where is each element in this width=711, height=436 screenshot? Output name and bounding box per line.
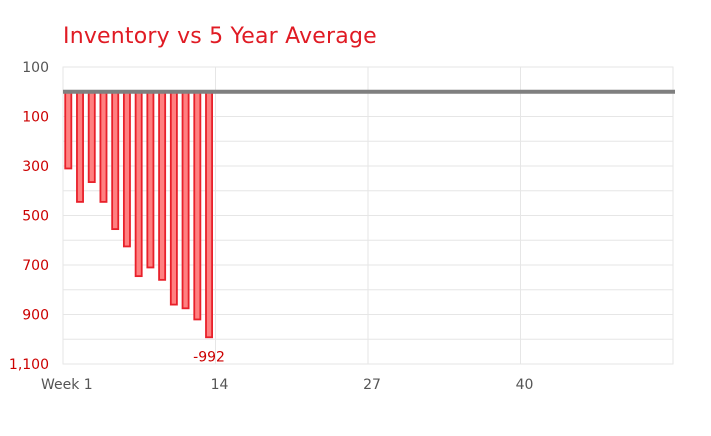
grid-lines <box>62 66 674 365</box>
chart-title: Inventory vs 5 Year Average <box>63 24 377 49</box>
bar <box>205 90 213 339</box>
y-tick-label: 1,100 <box>9 357 49 373</box>
y-tick-label: 100 <box>22 110 49 126</box>
bar <box>87 90 96 183</box>
bar <box>111 90 120 231</box>
y-tick-label: 500 <box>22 209 49 225</box>
y-tick-label: 700 <box>22 258 49 274</box>
bar-series <box>64 90 213 339</box>
bar <box>122 90 131 248</box>
x-tick-label: Week 1 <box>41 377 93 393</box>
y-tick-label: 900 <box>22 308 49 324</box>
y-tick-label: 100 <box>22 60 49 76</box>
data-label: -992 <box>193 349 225 365</box>
x-tick-label: 27 <box>363 377 381 393</box>
bar <box>158 90 167 281</box>
bar <box>64 90 73 170</box>
y-axis-ticks: 100 100 300 500 700 900 1,100 <box>9 60 49 373</box>
bar <box>181 90 190 310</box>
annotations: -992 <box>193 349 225 365</box>
bar <box>193 90 202 321</box>
x-tick-label: 14 <box>211 377 229 393</box>
bar <box>169 90 178 306</box>
bar <box>134 90 143 278</box>
bar <box>99 90 108 203</box>
x-axis-ticks: Week 1 14 27 40 <box>41 377 533 393</box>
bar <box>76 90 84 203</box>
y-tick-label: 300 <box>22 159 49 175</box>
bar <box>146 90 155 269</box>
x-tick-label: 40 <box>516 377 534 393</box>
